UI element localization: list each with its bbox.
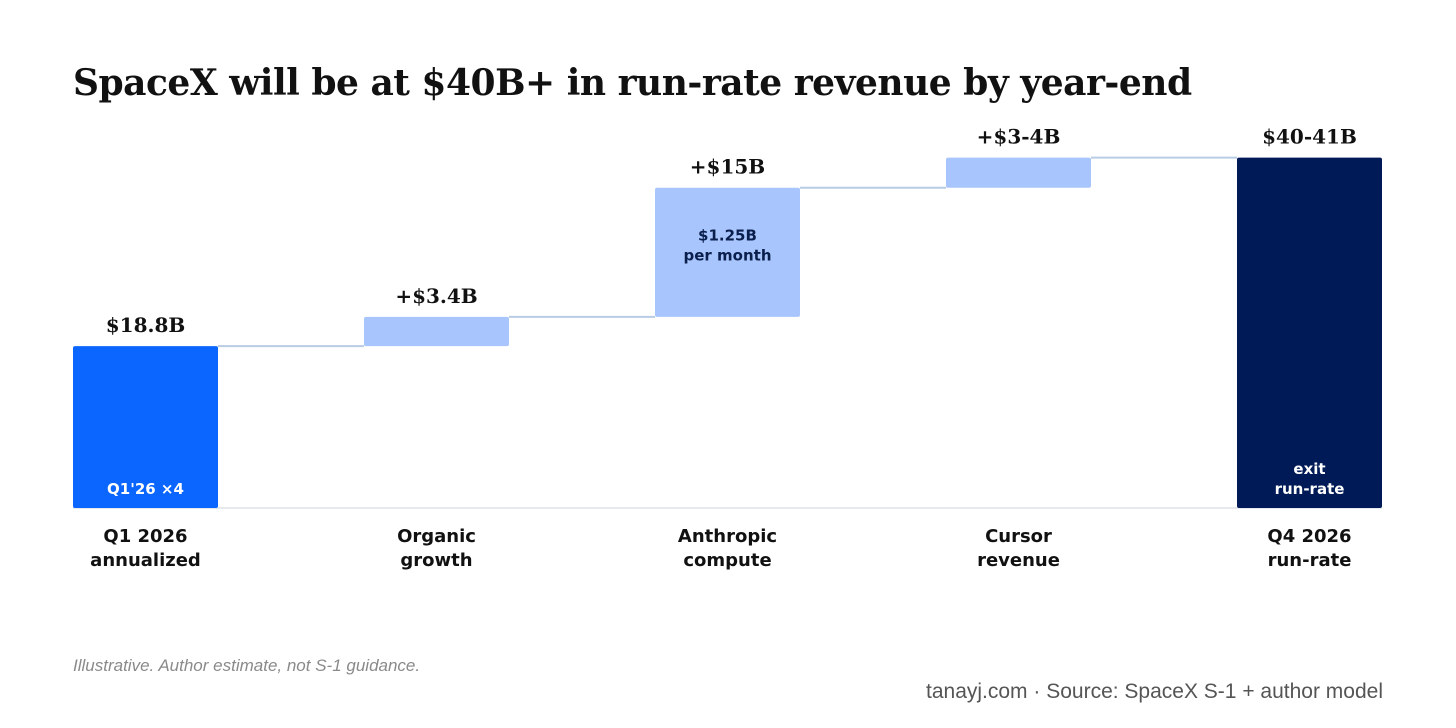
category-label: Q1 2026 — [103, 526, 187, 547]
category-label: growth — [400, 550, 472, 571]
bar-inner-label: run-rate — [1275, 480, 1345, 498]
category-label: revenue — [977, 550, 1060, 571]
value-label: $40-41B — [1262, 125, 1357, 149]
category-label: Cursor — [985, 526, 1052, 547]
delta-bar — [655, 187, 800, 317]
value-label: +$15B — [690, 155, 765, 179]
bar-inner-label: per month — [684, 247, 772, 265]
category-label: run-rate — [1268, 550, 1352, 571]
category-label: compute — [683, 550, 771, 571]
value-label: +$3-4B — [977, 125, 1061, 149]
source-credit: tanayj.com · Source: SpaceX S-1 + author… — [926, 680, 1383, 703]
category-label: Q4 2026 — [1267, 526, 1351, 547]
category-label: Organic — [397, 526, 476, 547]
total-bar — [1237, 157, 1382, 508]
bar-inner-label: Q1'26 ×4 — [107, 480, 184, 498]
delta-bar — [364, 316, 509, 347]
illustrative-note: Illustrative. Author estimate, not S-1 g… — [73, 656, 421, 675]
bar-inner-label: $1.25B — [698, 227, 757, 245]
bar-inner-label: exit — [1293, 460, 1325, 478]
value-label: $18.8B — [106, 313, 186, 337]
total-bar — [73, 346, 218, 508]
category-label: annualized — [90, 550, 201, 571]
delta-bar — [946, 157, 1091, 188]
chart-title: SpaceX will be at $40B+ in run-rate reve… — [73, 62, 1192, 104]
category-label: Anthropic — [678, 526, 777, 547]
value-label: +$3.4B — [395, 284, 477, 308]
